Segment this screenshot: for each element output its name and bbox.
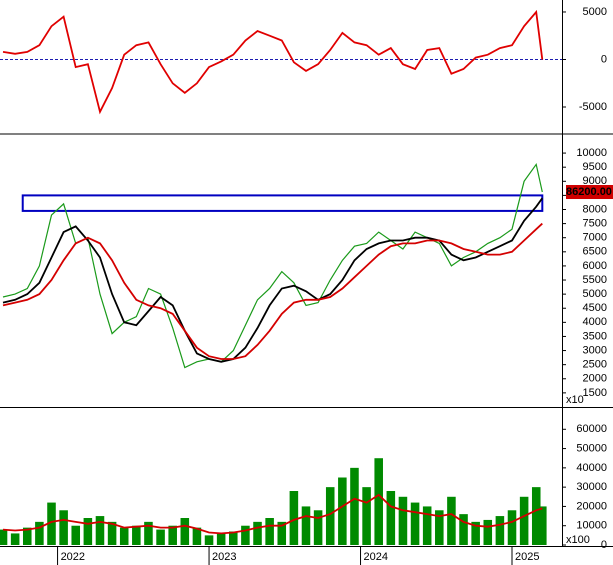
y-tick-label: 4500 xyxy=(583,302,607,314)
bar xyxy=(277,521,287,545)
bar xyxy=(156,529,165,545)
bar xyxy=(519,496,529,545)
bar xyxy=(47,502,56,545)
y-tick-label: 9500 xyxy=(583,161,607,173)
bar xyxy=(144,521,153,545)
series-line xyxy=(2,9,544,115)
bar xyxy=(301,506,311,545)
bar xyxy=(180,518,190,545)
series-line xyxy=(2,222,543,360)
bar xyxy=(204,535,214,545)
y-tick-label: 3500 xyxy=(583,330,607,342)
y-tick-label: 5500 xyxy=(583,274,607,286)
bar xyxy=(410,502,420,545)
y-tick-label: 6500 xyxy=(583,246,607,258)
bar xyxy=(132,525,141,545)
axis-unit: x10 xyxy=(566,394,584,406)
bar xyxy=(447,496,456,545)
y-tick-label: 10000 xyxy=(576,147,607,159)
price-tag xyxy=(566,185,613,200)
series-line xyxy=(2,493,543,535)
bar xyxy=(495,516,505,545)
bar xyxy=(107,521,117,545)
bar xyxy=(229,531,238,545)
bar xyxy=(59,510,68,545)
bar xyxy=(471,521,480,545)
y-tick-label: 30000 xyxy=(576,481,607,493)
bar xyxy=(289,491,299,545)
x-tick-label: 2022 xyxy=(61,551,85,563)
bar xyxy=(253,521,262,545)
bar xyxy=(22,527,32,545)
bar xyxy=(422,506,432,545)
bar xyxy=(168,525,177,545)
bar xyxy=(313,510,323,545)
bar xyxy=(350,467,359,545)
bar xyxy=(325,487,335,545)
y-tick-label: 3000 xyxy=(583,344,607,356)
bar xyxy=(0,529,8,545)
y-tick-label: 2000 xyxy=(583,373,607,385)
axis-unit: x100 xyxy=(566,534,590,546)
y-tick-label: 6000 xyxy=(583,260,607,272)
bar xyxy=(386,491,396,545)
x-tick-label: 2023 xyxy=(212,551,236,563)
y-tick-label: 9000 xyxy=(583,175,607,187)
bar xyxy=(435,510,444,545)
y-tick-label: 4000 xyxy=(583,316,607,328)
y-tick-label: 5000 xyxy=(583,6,607,18)
bar xyxy=(95,516,105,545)
bar xyxy=(362,487,371,545)
y-tick-label: 8000 xyxy=(583,203,607,215)
bar xyxy=(71,525,81,545)
bar xyxy=(10,533,20,545)
bar xyxy=(338,477,347,545)
y-tick-label: 2500 xyxy=(583,359,607,371)
y-tick-label: 5000 xyxy=(583,288,607,300)
series-line xyxy=(2,162,543,369)
bar xyxy=(398,496,408,545)
price-tag-label: 86200.00 xyxy=(566,186,612,198)
bar xyxy=(119,527,129,545)
bar xyxy=(507,510,517,545)
x-tick-label: 2024 xyxy=(364,551,388,563)
y-tick-label: 7000 xyxy=(583,232,607,244)
bar xyxy=(241,525,250,545)
bar xyxy=(531,487,541,545)
bar xyxy=(483,519,493,545)
y-tick-label: 10000 xyxy=(576,520,607,532)
y-tick-label: 60000 xyxy=(576,423,607,435)
y-tick-label: 20000 xyxy=(576,500,607,512)
bar xyxy=(35,521,44,545)
bar xyxy=(538,506,547,545)
bar xyxy=(192,527,202,545)
bar xyxy=(459,514,468,545)
bar xyxy=(216,533,226,545)
series-line xyxy=(2,197,544,363)
y-tick-label: 50000 xyxy=(576,442,607,454)
y-tick-label: 7500 xyxy=(583,218,607,230)
bar xyxy=(265,518,274,545)
y-tick-label: 40000 xyxy=(576,462,607,474)
x-tick-label: 2025 xyxy=(515,551,539,563)
y-tick-label: 1500 xyxy=(583,387,607,399)
zone xyxy=(21,194,544,212)
y-tick-label: 0 xyxy=(601,539,607,551)
bar xyxy=(83,518,93,545)
y-tick-label: -5000 xyxy=(579,101,607,113)
bar xyxy=(374,458,383,545)
y-tick-label: 0 xyxy=(601,53,607,65)
